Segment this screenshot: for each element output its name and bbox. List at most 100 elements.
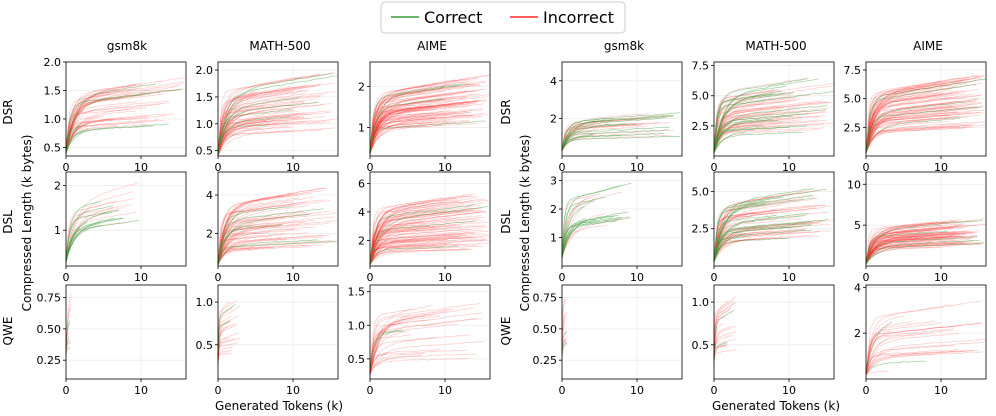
series-line-incorrect [865, 82, 983, 153]
series-line-correct [713, 120, 778, 153]
series-line-incorrect [713, 193, 793, 262]
series-line-incorrect [369, 217, 452, 264]
series-line-incorrect [369, 93, 480, 151]
x-tick-label: 0 [63, 271, 70, 284]
series-lines [713, 187, 834, 263]
y-tick-label: 4 [550, 75, 557, 88]
series-line-incorrect [865, 225, 919, 264]
series-line-incorrect [65, 211, 137, 264]
series-line-incorrect [217, 342, 239, 363]
series-line-incorrect [65, 221, 130, 262]
x-tick-label: 0 [215, 271, 222, 284]
series-line-incorrect [65, 118, 124, 149]
series-line-incorrect [713, 89, 778, 153]
series-line-incorrect [865, 242, 966, 264]
series-line-correct [713, 109, 827, 152]
series-line-incorrect [369, 236, 473, 265]
series-line-incorrect [369, 199, 458, 264]
series-line-incorrect [217, 302, 231, 360]
series-line-incorrect [369, 223, 461, 265]
series-line-incorrect [217, 220, 305, 264]
series-line-incorrect [713, 300, 735, 359]
y-tick-label: 0.5 [44, 141, 62, 154]
series-line-incorrect [369, 116, 436, 154]
series-line-incorrect [713, 120, 781, 153]
plot-area [714, 62, 834, 156]
series-line-incorrect [369, 210, 447, 266]
col-title-aime-left: AIME [417, 39, 447, 53]
ylabel-left: Compressed Length (k bytes) [20, 135, 34, 312]
series-line-incorrect [217, 205, 309, 265]
series-line-incorrect [713, 344, 727, 360]
series-line-correct [713, 188, 827, 262]
series-line-incorrect [369, 101, 480, 153]
series-line-incorrect [65, 318, 70, 349]
series-line-incorrect [369, 89, 482, 154]
series-line-incorrect [865, 116, 955, 153]
x-tick-label: 0 [559, 271, 566, 284]
xlabel-left: Generated Tokens (k) [215, 399, 343, 413]
x-tick-label: 0 [559, 161, 566, 174]
series-line-incorrect [561, 119, 645, 151]
series-line-incorrect [369, 212, 480, 266]
series-line-incorrect [865, 219, 962, 264]
series-line-incorrect [369, 207, 435, 264]
series-line-correct [561, 134, 622, 151]
panel-right-gsm8k-dsl: 0 10 1 2 3 [550, 171, 683, 284]
series-line-incorrect [217, 210, 304, 264]
series-line-correct [713, 113, 809, 153]
series-line-correct [217, 97, 299, 155]
series-line-incorrect [65, 198, 135, 260]
series-line-incorrect [865, 111, 984, 153]
series-line-incorrect [713, 189, 821, 262]
series-line-incorrect [713, 107, 784, 153]
series-line-incorrect [369, 197, 479, 265]
series-line-correct [65, 123, 169, 153]
series-line-incorrect [369, 84, 480, 150]
series-line-incorrect [65, 191, 133, 264]
y-tick-label: 1.0 [348, 319, 366, 332]
series-line-incorrect [713, 220, 834, 262]
series-line-incorrect [865, 242, 972, 264]
panel-left-aime-dsr: 0 10 1 2 [358, 61, 491, 174]
series-line-incorrect [713, 109, 749, 153]
series-line-incorrect [369, 100, 479, 153]
axes-frame [369, 171, 491, 267]
series-line-incorrect [369, 120, 451, 151]
series-line-incorrect [217, 228, 296, 264]
series-line-incorrect [865, 333, 923, 375]
series-line-incorrect [865, 351, 984, 375]
series-line-incorrect [713, 322, 724, 362]
series-line-incorrect [865, 349, 979, 375]
series-line-incorrect [713, 302, 735, 363]
series-line-incorrect [369, 112, 455, 155]
series-line-incorrect [713, 101, 830, 153]
series-line-incorrect [865, 231, 945, 265]
series-line-incorrect [713, 235, 819, 262]
series-line-incorrect [561, 119, 620, 151]
series-line-incorrect [713, 190, 808, 261]
series-line-correct [65, 83, 156, 153]
series-line-incorrect [865, 341, 984, 375]
series-line-incorrect [865, 353, 934, 376]
series-line-incorrect [713, 215, 753, 263]
series-line-incorrect [713, 232, 792, 262]
series-line-incorrect [369, 357, 470, 374]
series-line-correct [217, 239, 319, 263]
series-line-correct [217, 205, 292, 264]
series-line-correct [217, 304, 236, 362]
series-line-incorrect [865, 241, 932, 265]
series-line-incorrect [369, 312, 482, 375]
series-line-incorrect [865, 126, 960, 153]
series-line-incorrect [713, 344, 728, 362]
y-tick-label: 2 [54, 179, 61, 192]
series-line-incorrect [865, 235, 978, 264]
series-line-incorrect [561, 193, 601, 257]
series-line-incorrect [865, 227, 964, 264]
series-line-correct [713, 105, 828, 153]
series-line-incorrect [865, 235, 954, 264]
series-line-incorrect [865, 95, 981, 153]
series-line-correct [369, 205, 489, 265]
series-line-incorrect [65, 303, 72, 352]
x-tick-label: 10 [782, 384, 796, 397]
